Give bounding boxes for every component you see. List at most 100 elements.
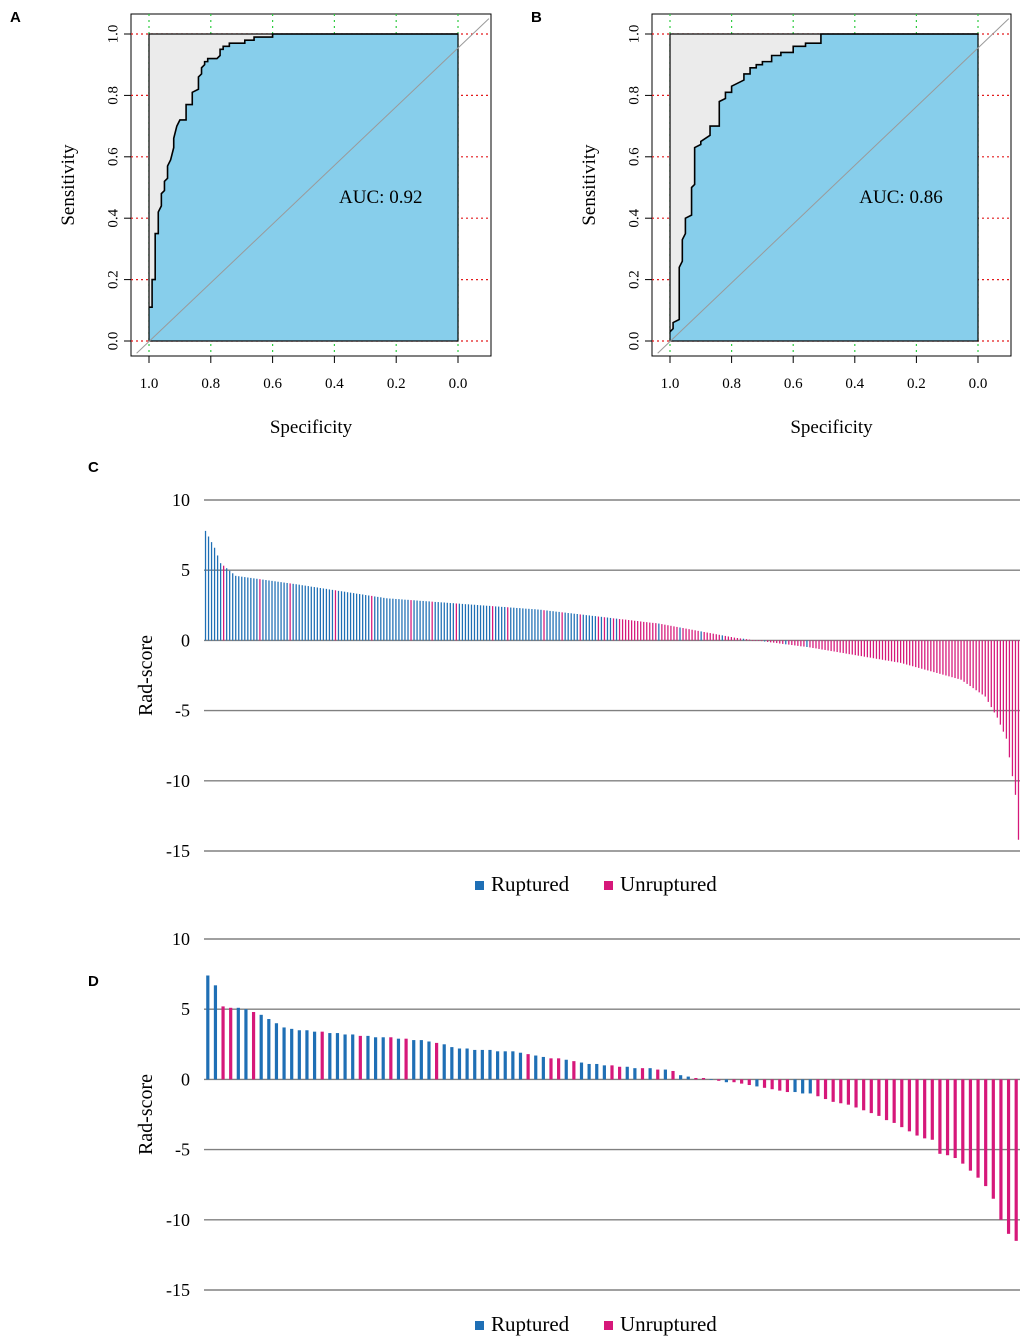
bar: [488, 605, 491, 641]
bar: [978, 640, 980, 693]
bar: [694, 1078, 698, 1080]
y-axis-label: Sensitivity: [58, 144, 79, 226]
bar: [213, 547, 216, 641]
y-tick-label: 0.6: [105, 147, 121, 166]
bar: [945, 1079, 950, 1156]
bar: [863, 640, 865, 657]
bar: [845, 640, 847, 654]
bar: [938, 1079, 942, 1154]
bar: [516, 607, 518, 641]
bar: [236, 1007, 240, 1080]
bar: [313, 587, 315, 641]
bar: [479, 605, 482, 641]
bar: [295, 584, 297, 641]
bar: [953, 1079, 957, 1159]
bar: [467, 604, 470, 641]
bar: [412, 1040, 416, 1080]
x-tick-label: 0.8: [722, 376, 741, 392]
bar: [386, 598, 388, 641]
bar: [648, 1068, 652, 1080]
roc-reference-diagonal: [657, 18, 1010, 354]
bar: [398, 599, 400, 641]
bar: [597, 616, 600, 641]
bar: [286, 582, 288, 641]
roc-chart-b: 1.0 0.8 0.6 0.4 0.2 0.0 0.0 0.2 0.4 0.6 0.8 1.0 Spec…: [579, 13, 1012, 438]
bar: [557, 1058, 561, 1080]
bar: [437, 602, 439, 641]
x-tick-label: 0.0: [449, 376, 468, 392]
bar: [310, 586, 312, 641]
bar: [312, 1031, 317, 1080]
bar: [809, 640, 811, 648]
bar: [331, 589, 334, 641]
y-tick-label: -10: [166, 771, 190, 791]
bar: [709, 633, 711, 641]
bar: [930, 640, 932, 672]
bar: [747, 1079, 751, 1086]
roc-area-above-curve: [149, 34, 458, 341]
y-tick-label: 0: [181, 630, 190, 650]
bar: [274, 1023, 279, 1080]
bar: [854, 1079, 858, 1108]
y-tick-label: 0: [181, 1069, 190, 1089]
bar: [954, 640, 956, 679]
bar: [290, 1028, 294, 1080]
bar: [572, 1061, 576, 1080]
bar: [767, 640, 769, 642]
bar: [389, 1037, 393, 1080]
bar: [800, 640, 802, 647]
bar: [207, 536, 210, 641]
bar: [377, 596, 379, 641]
bar: [900, 1079, 904, 1128]
bar: [961, 1079, 965, 1164]
bar: [247, 577, 249, 641]
bar: [827, 640, 829, 651]
roc-auc-area: [149, 34, 458, 341]
bar: [552, 611, 554, 641]
bar: [839, 1079, 843, 1104]
bar: [890, 640, 893, 662]
bar: [762, 1079, 767, 1088]
bar: [518, 1052, 523, 1080]
bar: [957, 640, 959, 679]
bar: [991, 1079, 995, 1199]
bar: [473, 604, 476, 641]
bar: [564, 612, 566, 641]
bar: [434, 601, 436, 641]
bar: [206, 975, 210, 1080]
bar: [282, 1027, 286, 1080]
bar: [763, 640, 766, 642]
bar: [352, 593, 355, 641]
bar: [304, 585, 306, 641]
bar: [643, 621, 645, 641]
bar: [401, 599, 403, 641]
bar: [912, 640, 914, 667]
bar: [679, 627, 681, 641]
bar: [869, 640, 872, 658]
bar: [267, 1019, 271, 1080]
x-tick-label: 0.4: [845, 376, 864, 392]
bar: [221, 1006, 225, 1080]
bar: [806, 640, 808, 647]
bar: [1014, 1079, 1018, 1241]
bar: [549, 1058, 553, 1080]
bar: [322, 588, 325, 641]
bar: [733, 637, 736, 641]
bar: [740, 1079, 744, 1084]
bar: [351, 1034, 355, 1080]
bar: [730, 637, 733, 641]
x-tick-label: 0.6: [263, 376, 282, 392]
bar: [328, 1033, 332, 1080]
bar: [907, 1079, 912, 1132]
bar: [751, 639, 754, 641]
bar: [498, 606, 500, 641]
bar: [606, 617, 609, 641]
bar: [688, 629, 690, 641]
bar: [715, 634, 717, 641]
bar: [721, 635, 723, 641]
bar: [271, 580, 273, 641]
roc-reference-diagonal: [136, 18, 490, 354]
bar: [909, 640, 911, 666]
bar: [779, 640, 781, 644]
